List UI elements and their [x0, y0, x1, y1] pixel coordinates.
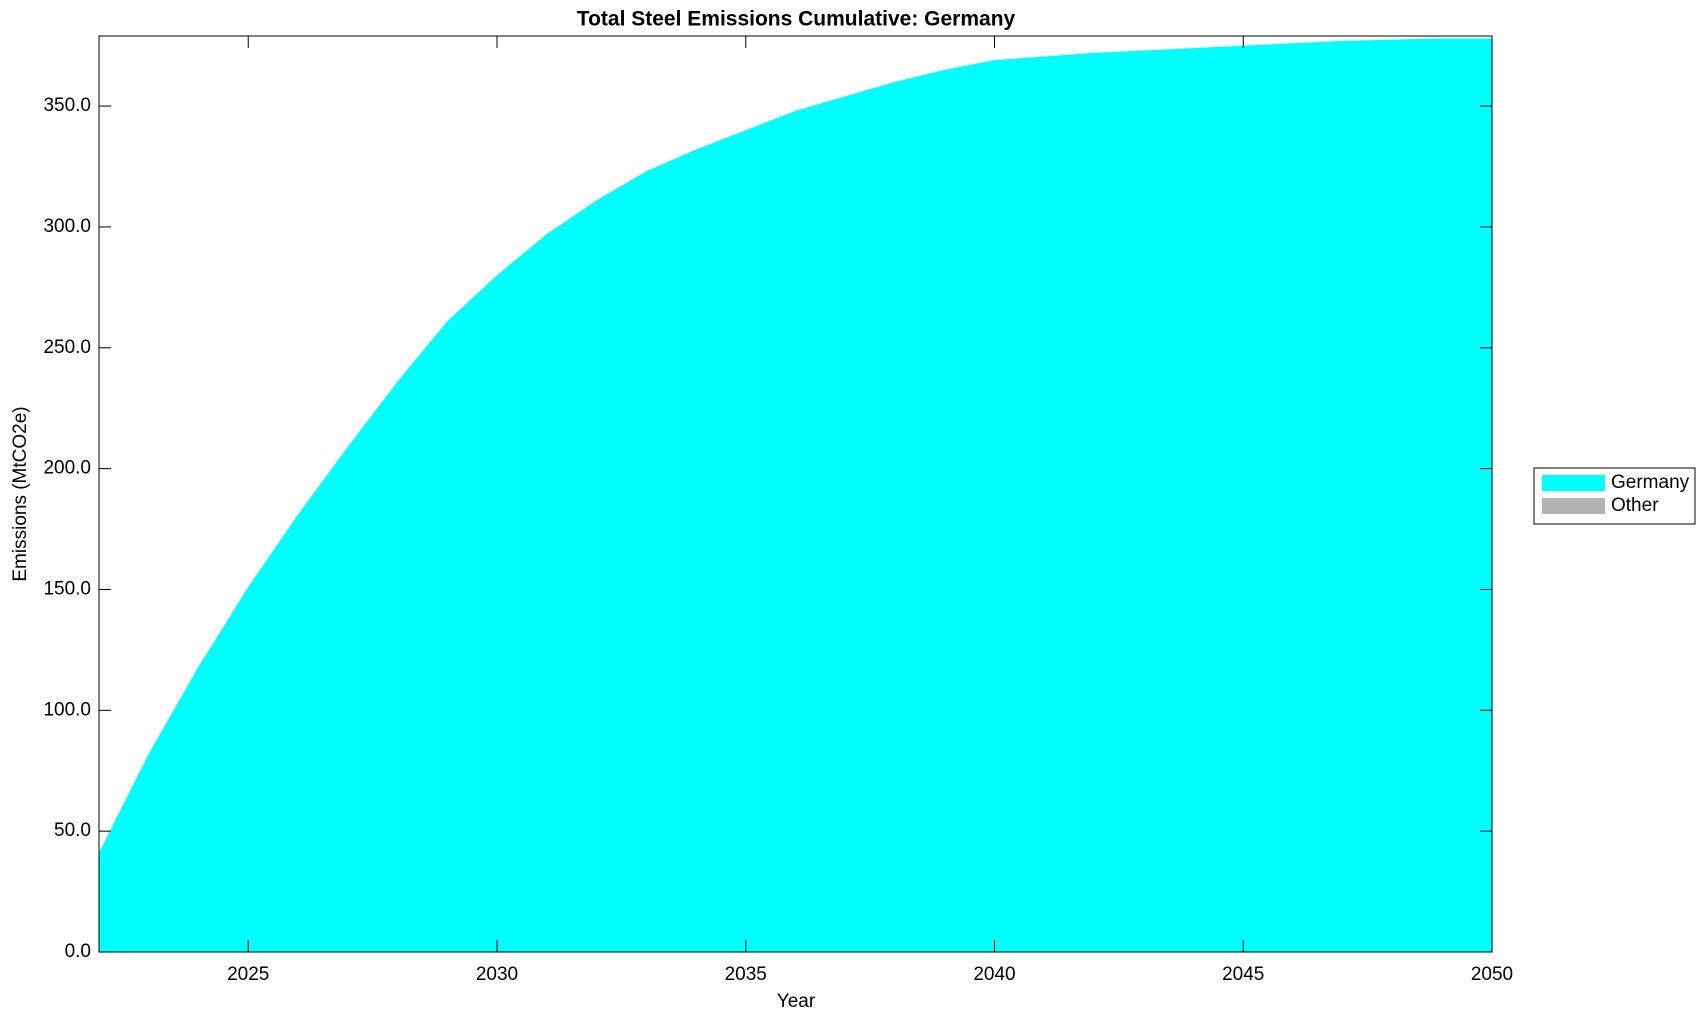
x-tick-label: 2025 [227, 964, 269, 985]
y-axis-label: Emissions (MtCO2e) [10, 406, 31, 581]
y-tick-label: 100.0 [43, 699, 91, 720]
y-tick-label: 150.0 [43, 578, 91, 599]
plot-frame [98, 35, 1493, 953]
chart-title: Total Steel Emissions Cumulative: German… [577, 8, 1016, 31]
y-tick-label: 250.0 [43, 337, 91, 358]
y-tick-label: 350.0 [43, 95, 91, 116]
x-tick-label: 2050 [1471, 964, 1513, 985]
y-tick-label: 200.0 [43, 458, 91, 479]
x-tick-label: 2045 [1222, 964, 1264, 985]
area [99, 38, 1492, 953]
y-tick-label: 50.0 [54, 820, 91, 841]
y-tick-label: 300.0 [43, 216, 91, 237]
legend-label: Other [1611, 495, 1659, 516]
x-axis-label: Year [777, 991, 816, 1012]
x-tick-label: 2035 [725, 964, 767, 985]
x-tick-label: 2040 [973, 964, 1015, 985]
y-tick-label: 0.0 [65, 941, 91, 962]
legend-label: Germany [1611, 472, 1690, 493]
legend-swatch [1542, 498, 1605, 514]
x-tick-label: 2030 [476, 964, 518, 985]
legend-swatch [1542, 475, 1605, 491]
